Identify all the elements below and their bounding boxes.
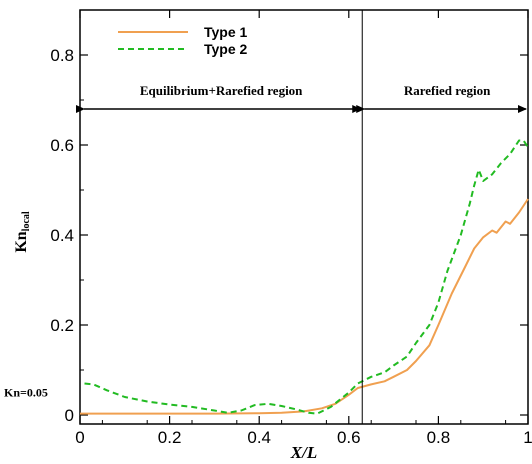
x-tick-label: 1 xyxy=(523,428,532,447)
series-line-type-1 xyxy=(80,198,529,415)
plot-frame xyxy=(79,9,529,425)
x-tick-label: 0.6 xyxy=(337,428,361,447)
legend-label-type-1: Type 1 xyxy=(204,24,248,40)
x-tick-label: 0.4 xyxy=(247,428,271,447)
x-axis-title: X/L xyxy=(290,443,317,462)
y-axis-title-subscript: local xyxy=(21,211,32,231)
series-line-type-2 xyxy=(84,139,529,415)
x-tick-label: 0 xyxy=(75,428,84,447)
y-tick-label: 0.8 xyxy=(50,46,74,65)
y-tick-label: 0 xyxy=(65,406,74,425)
x-tick-label: 0.2 xyxy=(158,428,182,447)
y-tick-label: 0.4 xyxy=(50,226,74,245)
left-region-label: Equilibrium+Rarefied region xyxy=(140,83,303,98)
y-tick-label: 0.6 xyxy=(50,136,74,155)
legend: Type 1 Type 2 xyxy=(118,24,248,57)
legend-label-type-2: Type 2 xyxy=(204,41,248,57)
kn-threshold-label: Kn=0.05 xyxy=(4,386,48,400)
y-axis-title: Knlocal xyxy=(13,211,32,253)
x-tick-label: 0.8 xyxy=(427,428,451,447)
y-axis-title-main: Kn xyxy=(13,231,30,252)
right-region-label: Rarefied region xyxy=(404,83,491,98)
x-axis-ticks: 0 0.2 0.4 0.6 0.8 1 xyxy=(75,10,532,447)
y-axis-ticks: 0 0.2 0.4 0.6 0.8 xyxy=(50,9,528,425)
series-layer xyxy=(80,139,529,415)
y-tick-label: 0.2 xyxy=(50,316,74,335)
plot-border xyxy=(79,9,529,425)
